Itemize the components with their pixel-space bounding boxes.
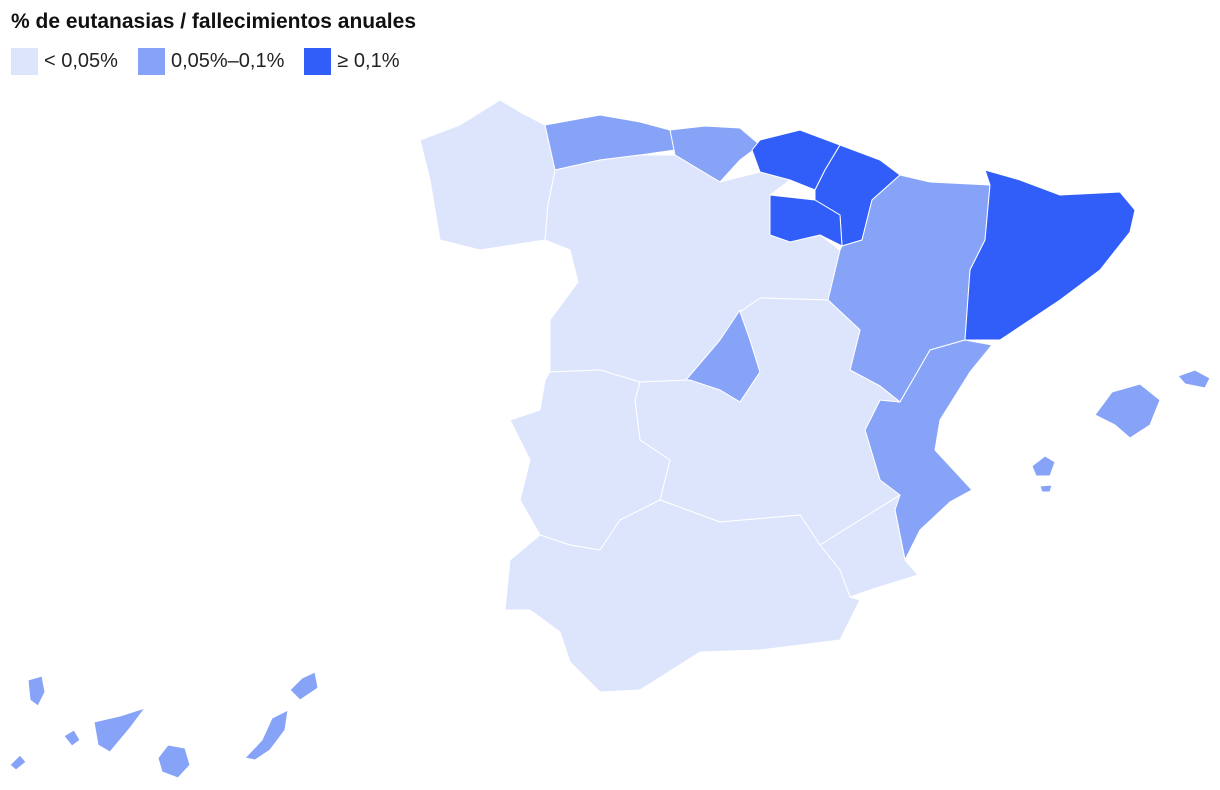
legend-swatch xyxy=(304,48,332,75)
legend-label: < 0,05% xyxy=(44,50,118,72)
region xyxy=(1039,484,1053,493)
region xyxy=(9,754,27,771)
region xyxy=(27,675,46,707)
title: % de eutanasias / fallecimientos anuales xyxy=(11,10,416,33)
region xyxy=(819,494,919,598)
legend: < 0,05% 0,05%–0,1% ≥ 0,1% xyxy=(11,48,400,75)
legend-label: ≥ 0,1% xyxy=(337,50,400,72)
region xyxy=(419,99,556,251)
region xyxy=(504,499,861,693)
legend-item: ≥ 0,1% xyxy=(304,48,400,75)
region xyxy=(157,744,191,779)
legend-item: < 0,05% xyxy=(11,48,118,75)
region xyxy=(244,709,289,761)
legend-label: 0,05%–0,1% xyxy=(170,50,285,72)
legend-swatch xyxy=(11,48,38,75)
region xyxy=(93,707,146,753)
legend-swatch xyxy=(137,48,165,75)
region xyxy=(1094,383,1161,439)
region xyxy=(1177,369,1211,389)
region xyxy=(63,729,81,747)
legend-item: 0,05%–0,1% xyxy=(137,48,285,75)
region xyxy=(769,194,843,247)
region xyxy=(289,671,319,701)
region xyxy=(1031,455,1056,477)
region xyxy=(964,169,1136,341)
